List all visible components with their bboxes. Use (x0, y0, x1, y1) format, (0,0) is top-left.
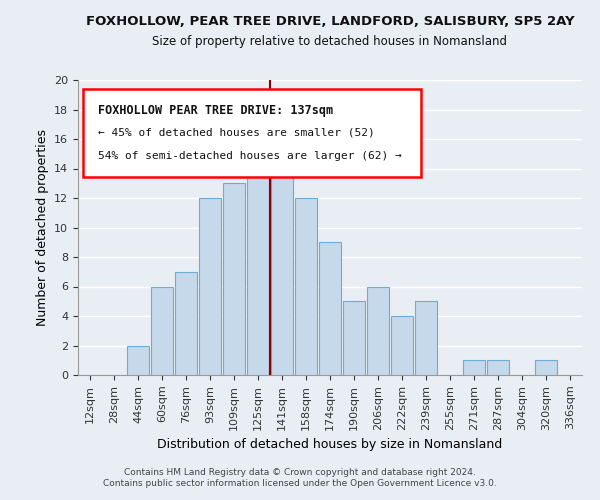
Text: 54% of semi-detached houses are larger (62) →: 54% of semi-detached houses are larger (… (98, 151, 402, 161)
Bar (535, 360, 557, 375)
Bar (127, 346, 149, 375)
Bar (247, 124, 269, 375)
Bar (175, 272, 197, 375)
Bar (391, 316, 413, 375)
Bar (223, 183, 245, 375)
X-axis label: Distribution of detached houses by size in Nomansland: Distribution of detached houses by size … (157, 438, 503, 451)
Text: FOXHOLLOW PEAR TREE DRIVE: 137sqm: FOXHOLLOW PEAR TREE DRIVE: 137sqm (98, 104, 333, 117)
Bar (295, 198, 317, 375)
Bar (271, 168, 293, 375)
Bar (367, 286, 389, 375)
Bar (151, 286, 173, 375)
FancyBboxPatch shape (83, 89, 421, 178)
Bar (343, 301, 365, 375)
Text: Contains HM Land Registry data © Crown copyright and database right 2024.
Contai: Contains HM Land Registry data © Crown c… (103, 468, 497, 487)
Text: Size of property relative to detached houses in Nomansland: Size of property relative to detached ho… (152, 35, 508, 48)
Bar (319, 242, 341, 375)
Y-axis label: Number of detached properties: Number of detached properties (35, 129, 49, 326)
Bar (199, 198, 221, 375)
Bar (487, 360, 509, 375)
Bar (415, 301, 437, 375)
Text: ← 45% of detached houses are smaller (52): ← 45% of detached houses are smaller (52… (98, 127, 375, 137)
Bar (463, 360, 485, 375)
Text: FOXHOLLOW, PEAR TREE DRIVE, LANDFORD, SALISBURY, SP5 2AY: FOXHOLLOW, PEAR TREE DRIVE, LANDFORD, SA… (86, 15, 574, 28)
